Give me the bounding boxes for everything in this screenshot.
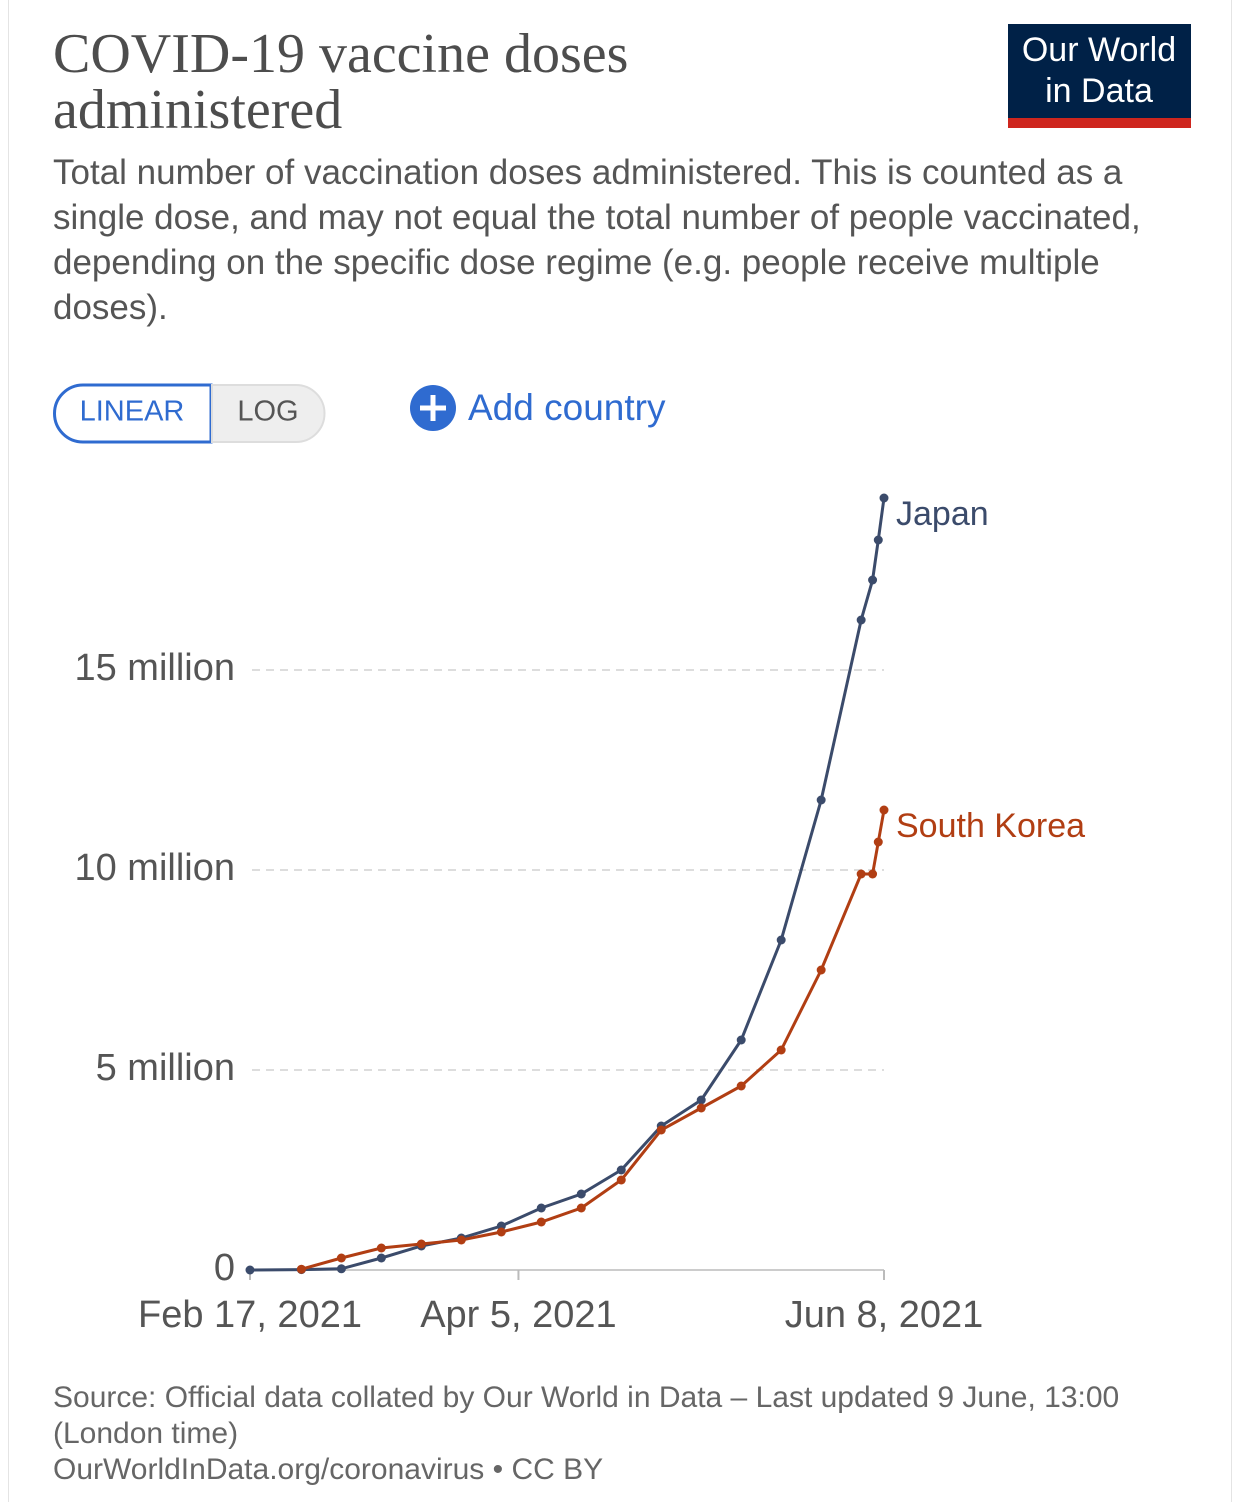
data-point xyxy=(376,1253,386,1263)
data-point xyxy=(616,1175,626,1185)
data-point xyxy=(456,1235,466,1245)
y-tick-label: 5 million xyxy=(96,1047,235,1089)
data-point xyxy=(296,1264,306,1274)
data-point xyxy=(576,1203,586,1213)
data-point xyxy=(856,615,866,625)
y-tick-label: 10 million xyxy=(74,847,235,889)
chart-title: COVID-19 vaccine doses administered xyxy=(53,23,629,141)
x-tick-label: Apr 5, 2021 xyxy=(420,1294,616,1336)
data-point xyxy=(816,965,826,975)
log-button[interactable] xyxy=(211,384,326,443)
data-point xyxy=(736,1035,746,1045)
data-point xyxy=(868,869,878,879)
data-point xyxy=(336,1264,346,1274)
x-tick-label: Jun 8, 2021 xyxy=(785,1294,984,1336)
data-point xyxy=(856,869,866,879)
linear-label: LINEAR xyxy=(80,396,185,428)
logo-text: in Data xyxy=(1045,72,1153,110)
frame xyxy=(8,0,1232,1502)
add-plus xyxy=(420,395,446,421)
log-label: LOG xyxy=(237,396,298,428)
data-point xyxy=(879,493,889,503)
data-point xyxy=(696,1095,706,1105)
data-point xyxy=(696,1103,706,1113)
data-point xyxy=(536,1217,546,1227)
logo-box xyxy=(1008,24,1191,128)
data-point xyxy=(776,935,786,945)
data-point xyxy=(736,1081,746,1091)
data-point xyxy=(336,1253,346,1263)
data-point xyxy=(376,1243,386,1253)
x-tick-label: Feb 17, 2021 xyxy=(138,1294,362,1336)
linear-button[interactable] xyxy=(53,383,213,444)
chart: Our World in Data LINEAR LOG Add country… xyxy=(53,24,1191,1336)
logo-bar xyxy=(1008,118,1191,128)
series-line xyxy=(249,497,886,1272)
data-point xyxy=(776,1045,786,1055)
data-point xyxy=(416,1239,426,1249)
footer-link[interactable]: OurWorldInData.org/coronavirus • CC BY xyxy=(53,1453,604,1486)
data-point xyxy=(536,1203,546,1213)
data-point xyxy=(873,535,883,545)
series-label: Japan xyxy=(896,495,989,533)
y-tick-label: 15 million xyxy=(74,647,235,689)
data-point xyxy=(245,1265,255,1275)
data-point xyxy=(616,1165,626,1175)
add-country[interactable]: Add country xyxy=(410,385,666,431)
series-line xyxy=(301,809,886,1271)
source-note: Source: Official data collated by Our Wo… xyxy=(53,1381,1120,1450)
y-tick-label: 0 xyxy=(214,1247,235,1289)
series-label: South Korea xyxy=(896,807,1085,845)
data-point xyxy=(576,1189,586,1199)
data-point xyxy=(656,1125,666,1135)
data-point xyxy=(879,805,889,815)
data-point xyxy=(873,837,883,847)
data-point xyxy=(868,575,878,585)
data-point xyxy=(496,1227,506,1237)
logo[interactable]: Our World in Data xyxy=(1008,24,1191,128)
add-label: Add country xyxy=(468,387,666,428)
logo-text: Our World xyxy=(1022,31,1176,69)
data-point xyxy=(816,795,826,805)
chart-subtitle: Total number of vaccination doses admini… xyxy=(53,153,1141,327)
